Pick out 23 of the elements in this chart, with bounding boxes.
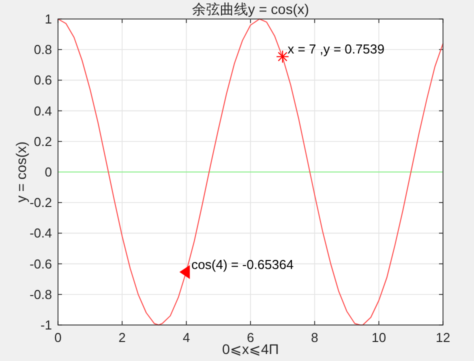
line-series (58, 18, 444, 326)
y-tick-label: 1 (44, 12, 52, 26)
y-tick-label: -0.6 (30, 256, 52, 272)
x-tick-label: 12 (436, 330, 450, 345)
chart-title: 余弦曲线y = cos(x) (192, 1, 310, 17)
y-tick-label: -1 (40, 318, 52, 332)
annotation: cos(4) = -0.65364 (191, 257, 294, 272)
y-tick-label: 0.8 (34, 42, 52, 58)
y-tick-label: -0.4 (30, 226, 52, 241)
y-tick-label: 0.2 (34, 134, 52, 149)
x-tick-label: 4 (182, 330, 190, 345)
annotation: x = 7 ,y = 0.7539 (288, 42, 384, 57)
point (180, 266, 190, 279)
y-tick-label: -0.8 (30, 286, 52, 302)
x-tick-label: 8 (311, 330, 318, 345)
y-tick-label: -0.2 (30, 195, 52, 210)
x-tick-label: 0 (54, 330, 62, 345)
x-tick-label: 2 (118, 330, 126, 345)
x-tick-label: 10 (372, 330, 386, 345)
y-axis-title: y = cos(x) (13, 141, 29, 203)
y-tick-label: 0 (44, 164, 52, 180)
y-tick-label: 0.4 (34, 103, 52, 118)
y-tick-label: 0.6 (34, 72, 52, 88)
